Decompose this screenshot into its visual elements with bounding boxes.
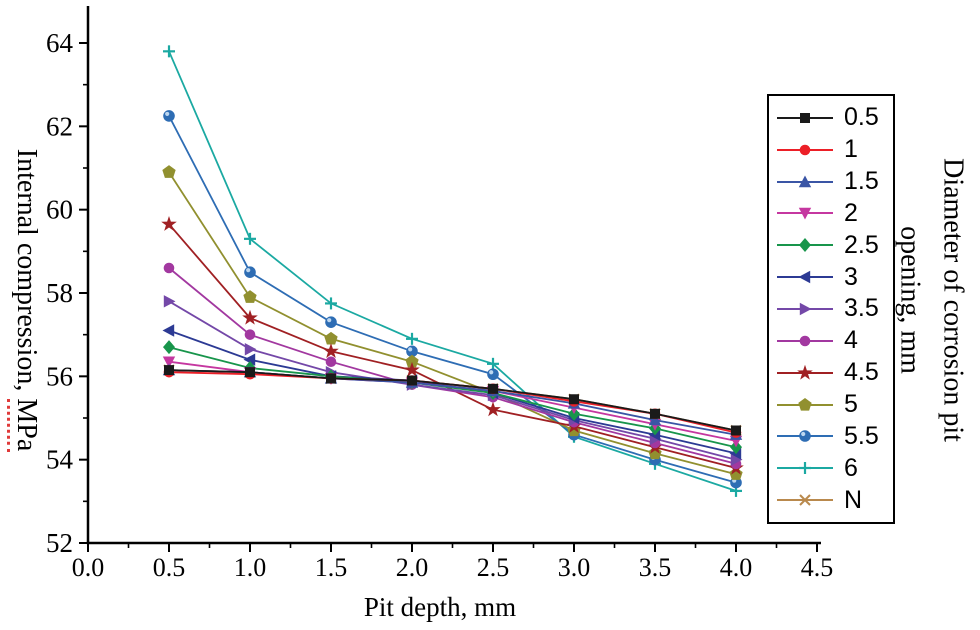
y-tick-label: 56 [46,361,73,391]
legend-label: 6 [844,453,858,482]
x-tick-label: 1.5 [315,553,348,582]
x-axis-title: Pit depth, mm [363,592,517,622]
legend-marker-diamond-icon [777,238,833,253]
legend-title: Diameter of corrosion pit opening, mm [888,158,975,442]
legend-label: 3 [844,262,858,291]
y-tick-label: 58 [46,278,73,308]
legend: 0.5 1 1.5 2 2.5 3 3.5 4 4.5 5 5.5 6 N [767,94,895,524]
legend-entry-5: 5 [775,390,893,420]
legend-label: 5.5 [844,421,879,450]
legend-marker-triangle-right-icon [777,302,833,316]
legend-entry-3: 3 [775,262,893,292]
legend-label: 1.5 [844,167,879,196]
legend-entry-N: N [775,485,893,515]
y-tick-label: 60 [46,195,73,225]
legend-entry-0.5: 0.5 [775,103,893,133]
legend-label: 5 [844,390,858,419]
y-axis-title-text: Internal compression, [11,148,42,399]
legend-label: 4 [844,326,858,355]
x-tick-label: 1.0 [234,553,267,582]
legend-entry-1: 1 [775,135,893,165]
x-tick-label: 2.0 [396,553,429,582]
legend-label: 1 [844,135,858,164]
legend-title-line-1: Diameter of corrosion pit [937,158,969,442]
y-tick-label: 64 [46,28,74,58]
legend-label: 0.5 [844,103,879,132]
legend-entry-3.5: 3.5 [775,294,893,324]
x-tick-label: 0.0 [72,553,105,582]
legend-marker-star-icon [777,364,833,380]
y-tick-label: 52 [46,528,73,558]
legend-label: 2.5 [844,230,879,259]
y-tick-label: 54 [46,445,74,475]
x-tick-label: 4.0 [720,553,753,582]
legend-marker-x-cross-icon [777,494,833,506]
legend-label: N [844,485,863,514]
legend-marker-sphere-icon [777,430,833,443]
legend-marker-square-icon [777,112,833,123]
legend-entry-2.5: 2.5 [775,230,893,260]
x-tick-label: 0.5 [153,553,186,582]
legend-label: 4.5 [844,358,879,387]
series-line-0.5 [164,365,741,436]
x-tick-label: 4.5 [801,553,834,582]
x-tick-label: 3.5 [639,553,672,582]
legend-marker-triangle-up-icon [777,175,833,187]
legend-marker-triangle-down-icon [777,208,833,220]
legend-entry-4.5: 4.5 [775,358,893,388]
legend-marker-plus-icon [777,462,833,475]
y-axis-title-unit: MPa [7,398,42,452]
legend-marker-circle-icon [777,144,833,156]
x-tick-label: 3.0 [558,553,591,582]
legend-label: 2 [844,198,858,227]
y-tick-label: 62 [46,111,73,141]
legend-marker-triangle-left-icon [777,270,833,284]
legend-entry-4: 4 [775,326,893,356]
legend-label: 3.5 [844,294,879,323]
legend-entry-5.5: 5.5 [775,421,893,451]
legend-entry-1.5: 1.5 [775,167,893,197]
legend-entry-6: 6 [775,453,893,483]
series-line-6 [163,45,742,497]
axes: 0.0 0.5 1.0 1.5 2.0 2.5 3.0 3.5 4.0 4.5 52 54 56 58 60… [46,6,833,582]
y-axis-title: Internal compression, MPa [7,148,42,452]
legend-marker-circle-icon [777,335,833,347]
x-tick-label: 2.5 [477,553,510,582]
legend-marker-pentagon-icon [777,397,833,411]
legend-entry-2: 2 [775,198,893,228]
